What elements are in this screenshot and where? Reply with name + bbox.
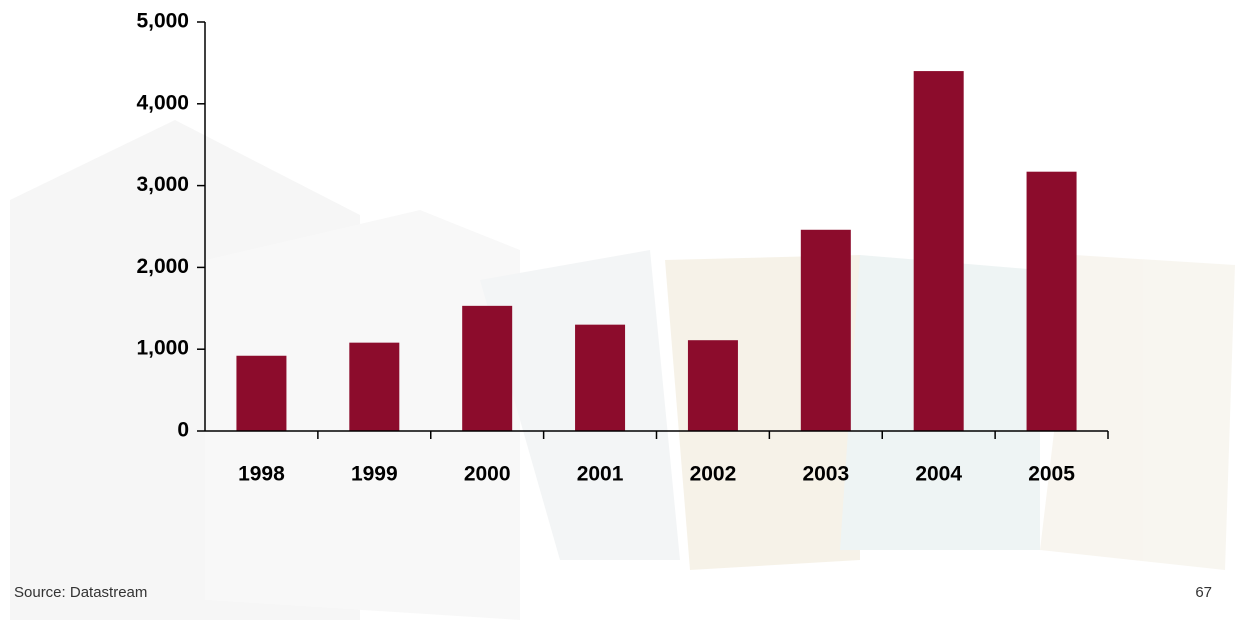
y-tick-label: 2,000 <box>136 255 189 278</box>
x-tick-label: 2004 <box>915 463 962 486</box>
y-tick-label: 3,000 <box>136 173 189 196</box>
bar <box>1026 171 1077 431</box>
bar <box>575 324 626 431</box>
bar <box>913 71 964 431</box>
page-number: 67 <box>1195 584 1212 601</box>
bar <box>349 342 400 431</box>
x-tick-label: 2000 <box>464 463 511 486</box>
source-note: Source: Datastream <box>14 584 147 601</box>
bar <box>236 355 287 431</box>
x-tick-label: 1999 <box>351 463 398 486</box>
bar <box>462 305 513 431</box>
y-tick-label: 5,000 <box>136 10 189 33</box>
x-tick-label: 2002 <box>690 463 737 486</box>
y-tick-label: 4,000 <box>136 91 189 114</box>
x-tick-label: 2001 <box>577 463 624 486</box>
bar <box>687 340 738 431</box>
bar <box>800 229 851 431</box>
x-tick-label: 1998 <box>238 463 285 486</box>
y-tick-label: 1,000 <box>136 337 189 360</box>
x-tick-label: 2005 <box>1028 463 1075 486</box>
y-tick-label: 0 <box>177 419 189 442</box>
x-tick-label: 2003 <box>802 463 849 486</box>
